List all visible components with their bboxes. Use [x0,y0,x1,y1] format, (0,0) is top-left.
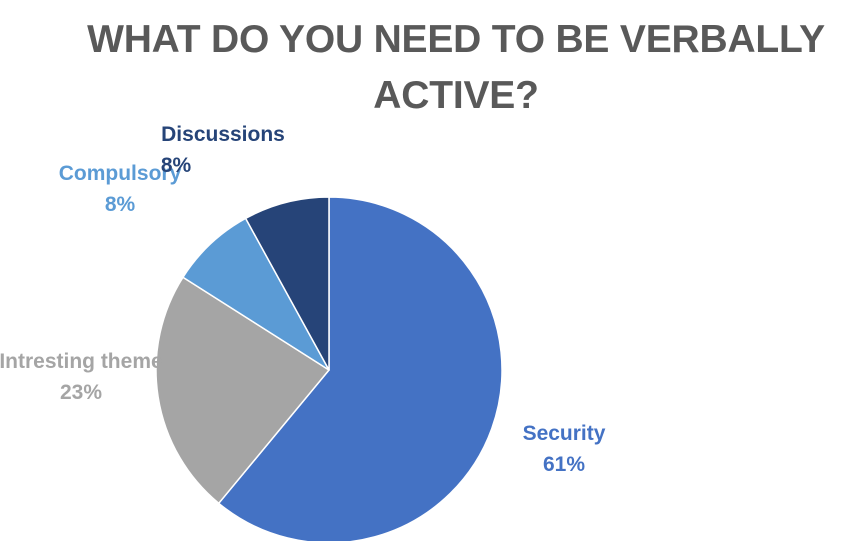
data-label-compulsory-value: 8% [104,193,136,216]
pie-slice-security [217,196,503,541]
data-label-security-name: Security [522,422,606,445]
data-label-compulsory-name: Compulsory [58,162,182,185]
data-label-intresting-theme-value: 23% [59,381,103,404]
data-label-discussions: Discussions 8% [140,119,306,181]
data-label-discussions-name: Discussions [161,123,285,146]
data-label-compulsory: Compulsory 8% [36,158,204,220]
chart-title: WHAT DO YOU NEED TO BE VERBALLY ACTIVE? [87,18,825,117]
data-label-security: Security 61% [492,418,636,480]
pie-slice-discussions [244,196,330,371]
data-label-security-value: 61% [542,453,586,476]
pie-slice-intresting-theme [155,276,330,505]
data-label-intresting-theme: Intresting theme 23% [0,346,169,408]
data-label-discussions-value: 8% [160,154,192,177]
data-label-intresting-theme-name: Intresting theme [0,350,163,373]
